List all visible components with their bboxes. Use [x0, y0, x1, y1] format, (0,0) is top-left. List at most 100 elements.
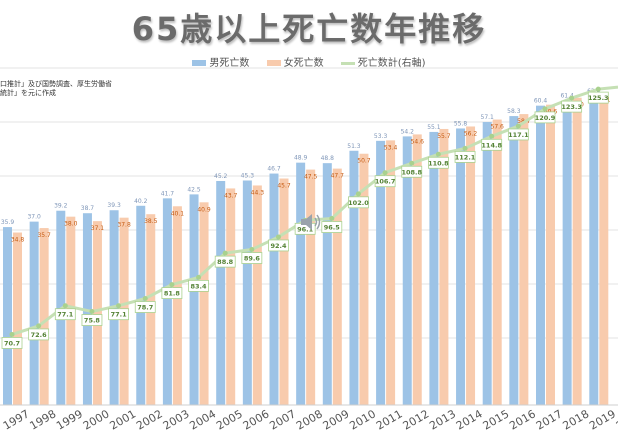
- legend-label-total: 死亡数計(右軸): [357, 58, 426, 69]
- bar-male-2003: [162, 198, 172, 405]
- point-total-2001: [116, 303, 122, 309]
- data-label-total-2002: 78.7: [137, 304, 153, 312]
- bar-male-2013: [429, 131, 439, 405]
- data-label-male-2013: 55.1: [427, 124, 441, 131]
- data-label-box-total-1997: [1, 337, 23, 349]
- x-tick-label-2009: 2009: [321, 407, 352, 432]
- point-total-2004: [196, 274, 202, 280]
- data-label-female-2005: 43.7: [224, 192, 238, 199]
- data-label-box-total-2006: [241, 252, 263, 264]
- data-label-total-1997: 70.7: [4, 339, 20, 347]
- data-label-female-2004: 40.9: [197, 206, 211, 213]
- data-label-female-2015: 57.6: [491, 124, 505, 131]
- data-label-total-2017: 120.9: [535, 114, 556, 122]
- bar-female-2015: [492, 119, 502, 406]
- bar-female-2006: [252, 185, 262, 405]
- data-label-female-2012: 54.6: [411, 138, 425, 145]
- x-tick-label-2006: 2006: [241, 407, 272, 432]
- x-tick-label-2013: 2013: [427, 407, 458, 432]
- x-tick-label-2015: 2015: [481, 407, 512, 432]
- data-label-box-total-1998: [28, 328, 50, 341]
- source-line-1: 口推計」及び国勢調査、厚生労働省: [0, 80, 112, 88]
- bar-female-2010: [359, 153, 369, 405]
- data-label-total-2015: 114.8: [481, 141, 502, 149]
- point-total-2019: [595, 86, 601, 92]
- point-total-2016: [515, 123, 521, 129]
- data-label-male-2010: 51.3: [347, 143, 361, 150]
- x-tick-label-2020: 2020: [614, 407, 618, 432]
- data-label-male-2003: 41.7: [161, 190, 175, 197]
- data-label-box-total-2009: [321, 221, 343, 233]
- data-label-total-2000: 75.8: [84, 317, 101, 325]
- bar-male-2008: [296, 162, 306, 405]
- x-tick-label-2016: 2016: [507, 407, 538, 432]
- bar-female-2007: [279, 178, 289, 405]
- x-tick-label-1997: 1997: [1, 407, 32, 432]
- point-total-2009: [329, 216, 335, 222]
- bar-female-1998: [39, 228, 49, 405]
- point-total-2010: [355, 191, 361, 197]
- source-note: 口推計」及び国勢調査、厚生労働省 統計」を元に作成: [0, 80, 112, 98]
- data-label-box-total-2011: [374, 175, 396, 188]
- data-label-male-2018: 61.4: [560, 93, 574, 100]
- data-label-total-2005: 88.8: [217, 258, 234, 266]
- bar-male-2014: [456, 128, 466, 405]
- bar-female-2011: [386, 140, 396, 405]
- data-label-male-1998: 37.0: [27, 214, 41, 221]
- point-total-1997: [9, 331, 15, 337]
- data-label-male-2000: 38.7: [81, 205, 95, 212]
- x-tick-label-1999: 1999: [54, 407, 85, 432]
- data-label-box-total-1999: [54, 308, 76, 321]
- bar-male-2019: [589, 95, 599, 406]
- data-label-female-2014: 56.2: [464, 130, 478, 137]
- point-total-2012: [409, 160, 415, 166]
- data-label-total-2007: 92.4: [270, 242, 287, 250]
- bar-male-2009: [322, 163, 332, 405]
- legend-item-female: 女死亡数: [266, 54, 324, 69]
- data-label-female-2006: 44.3: [251, 189, 265, 196]
- bar-female-2016: [519, 114, 529, 405]
- data-label-box-total-2017: [534, 111, 556, 124]
- bar-female-2003: [172, 206, 182, 405]
- bar-male-2006: [242, 180, 252, 405]
- data-label-male-1999: 39.2: [54, 203, 68, 210]
- data-label-box-total-2007: [268, 239, 289, 252]
- x-tick-label-2007: 2007: [267, 407, 298, 432]
- x-tick-label-2005: 2005: [214, 407, 245, 432]
- bar-female-2000: [92, 221, 102, 405]
- speaker-icon[interactable]: [299, 211, 323, 233]
- data-label-total-2019: 125.3: [588, 94, 609, 102]
- bar-male-2012: [402, 136, 412, 405]
- data-label-box-total-2005: [214, 255, 236, 268]
- bar-female-2019: [599, 92, 609, 406]
- data-label-female-1997: 34.8: [11, 237, 25, 244]
- data-label-box-total-2003: [161, 287, 183, 299]
- data-label-male-2015: 57.1: [481, 114, 495, 121]
- bar-male-2004: [189, 194, 199, 405]
- bar-female-2008: [306, 169, 316, 405]
- bar-male-2010: [349, 150, 359, 405]
- point-total-2003: [169, 282, 175, 288]
- data-label-female-2003: 40.1: [171, 210, 185, 217]
- data-label-male-2009: 48.8: [321, 155, 335, 162]
- data-label-box-total-2016: [507, 128, 529, 141]
- x-tick-label-2014: 2014: [454, 407, 485, 432]
- data-label-box-total-2015: [481, 138, 503, 151]
- data-label-box-total-2014: [454, 151, 476, 163]
- data-label-male-2008: 48.9: [294, 155, 308, 162]
- point-total-2002: [142, 296, 148, 302]
- x-tick-label-2011: 2011: [374, 407, 405, 432]
- x-tick-label-2002: 2002: [134, 407, 165, 432]
- data-label-box-total-2002: [134, 301, 156, 313]
- data-label-male-2014: 55.8: [454, 120, 468, 127]
- data-label-box-total-2000: [81, 314, 103, 326]
- bar-female-2005: [226, 188, 236, 405]
- bar-male-2015: [482, 122, 492, 406]
- x-tick-label-2019: 2019: [587, 407, 618, 432]
- legend-item-total: 死亡数計(右軸): [340, 54, 426, 69]
- bar-male-2016: [509, 116, 519, 406]
- source-line-2: 統計」を元に作成: [0, 89, 56, 97]
- data-label-total-2011: 106.7: [375, 178, 396, 186]
- bar-male-2018: [562, 100, 572, 405]
- data-label-total-2016: 117.1: [508, 131, 529, 139]
